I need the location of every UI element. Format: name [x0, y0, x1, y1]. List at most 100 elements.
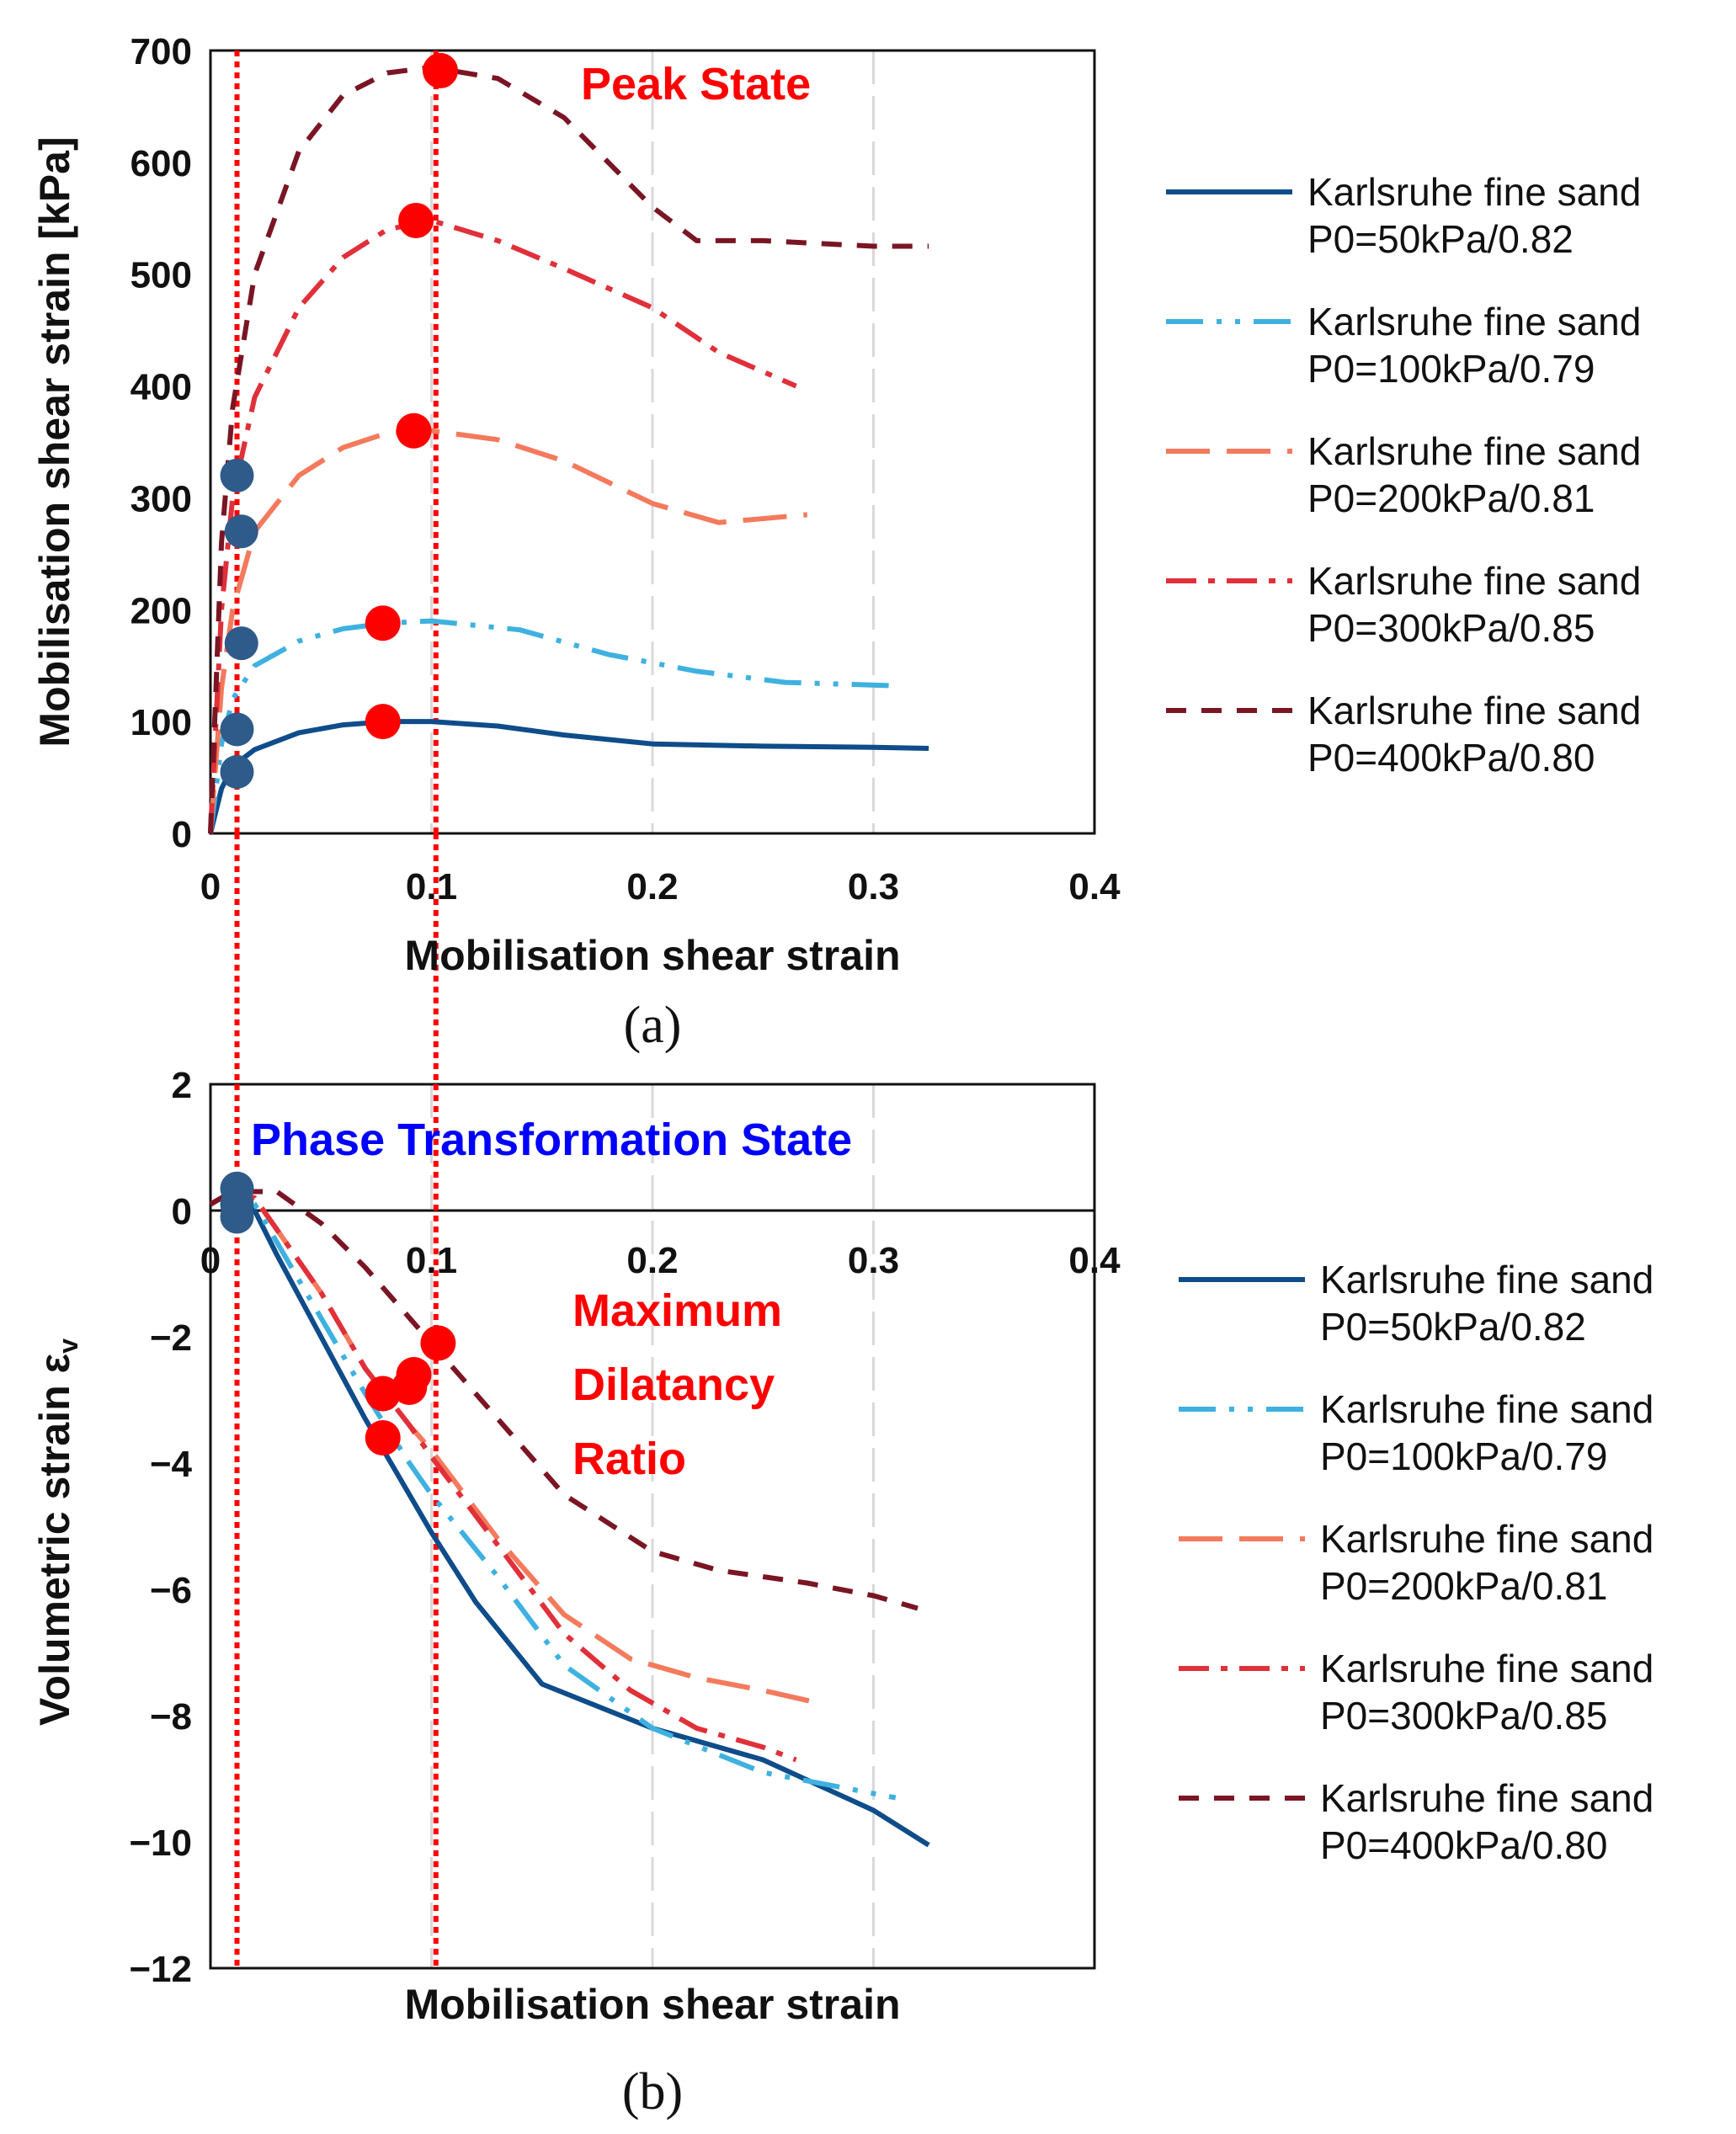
chart-a-xtick-label: 0.1	[406, 866, 457, 907]
chart-b-legend-label-line1: Karlsruhe fine sand	[1320, 1776, 1653, 1820]
chart-b-plot-frame	[209, 1083, 1096, 1970]
chart-a-ylabel: Mobilisation shear strain [kPa]	[31, 136, 78, 747]
chart-a-ytick-label: 0	[172, 814, 192, 855]
chart-a-peak-point	[398, 202, 434, 238]
chart-b-ytick-label: −4	[150, 1444, 193, 1485]
chart-b-legend-label-line1: Karlsruhe fine sand	[1320, 1517, 1653, 1561]
chart-b-mdr-point	[420, 1325, 456, 1361]
chart-b-annotation-mdr-line3: Ratio	[572, 1434, 686, 1484]
chart-b-annotation-phase-transformation: Phase Transformation State	[251, 1115, 852, 1165]
chart-a-phase-point	[220, 458, 254, 492]
chart-a-xtick-label: 0	[200, 866, 221, 907]
chart-a-series-line-3	[208, 428, 808, 834]
chart-a-xlabel: Mobilisation shear strain	[404, 932, 900, 979]
chart-a-legend-label-line1: Karlsruhe fine sand	[1307, 429, 1641, 473]
chart-b-series-line-2	[209, 1189, 897, 1801]
chart-b-series-line-5	[209, 1189, 919, 1611]
panel-a: 0 0.1 0.2 0.3 0.4 0 100 200 300 400 500 600 700 Peak…	[31, 31, 1641, 1084]
chart-a-legend-label-line1: Karlsruhe fine sand	[1307, 300, 1641, 343]
chart-a-series-line-4	[208, 217, 797, 834]
chart-b-series	[209, 1189, 930, 1848]
chart-b-ytick-label: −2	[150, 1317, 192, 1359]
chart-b-legend-label-line2: P0=300kPa/0.85	[1320, 1694, 1607, 1738]
chart-a-phase-point	[220, 712, 254, 747]
chart-b-xtick-label: 0.4	[1068, 1240, 1121, 1281]
chart-a-series	[208, 64, 929, 834]
chart-b-xtick-label: 0.2	[626, 1240, 678, 1281]
chart-b-mdr-point	[365, 1376, 401, 1412]
chart-b-legend-label-line1: Karlsruhe fine sand	[1320, 1258, 1653, 1301]
chart-a-legend-label-line2: P0=300kPa/0.85	[1307, 606, 1595, 650]
chart-a-guide-lines	[234, 51, 439, 1084]
chart-b-markers	[220, 1171, 456, 1455]
panel-b: 0 0.1 0.2 0.3 0.420−2−4−6−8−10−12 Phase Tran…	[31, 1065, 1653, 2121]
chart-b-legend-label-line2: P0=400kPa/0.80	[1320, 1823, 1607, 1867]
chart-a-legend-label-line2: P0=100kPa/0.79	[1307, 347, 1595, 391]
chart-a-phase-point	[224, 514, 258, 549]
chart-b-legend-label-line2: P0=200kPa/0.81	[1320, 1564, 1607, 1608]
chart-b-legend: Karlsruhe fine sandP0=50kPa/0.82Karlsruh…	[1179, 1258, 1653, 1867]
chart-b-ytick-label: −12	[129, 1949, 192, 1990]
chart-a-caption: (a)	[624, 997, 682, 1054]
chart-a-peak-point	[396, 412, 432, 449]
chart-b-series-line-3	[209, 1189, 819, 1706]
chart-b-legend-label-line1: Karlsruhe fine sand	[1320, 1387, 1653, 1431]
chart-b-ytick-label: 2	[172, 1065, 192, 1106]
chart-b-annotation-mdr-line1: Maximum	[572, 1285, 782, 1336]
chart-b-xtick-label: 0	[200, 1240, 221, 1281]
chart-a-ticks: 0 0.1 0.2 0.3 0.4 0 100 200 300 400 500 600 700	[130, 31, 1121, 907]
chart-b-xlabel: Mobilisation shear strain	[404, 1981, 900, 2028]
chart-b-legend-label-line1: Karlsruhe fine sand	[1320, 1647, 1653, 1690]
chart-a-peak-point	[423, 52, 458, 88]
chart-b-ytick-label: −10	[129, 1823, 192, 1864]
chart-a-xtick-label: 0.2	[626, 866, 678, 907]
chart-a-ytick-label: 700	[130, 31, 192, 72]
chart-a-peak-point	[365, 704, 401, 740]
chart-b-ytick-label: −6	[150, 1570, 192, 1611]
chart-a-xtick-label: 0.4	[1068, 866, 1121, 907]
chart-a-legend-label-line2: P0=50kPa/0.82	[1307, 217, 1574, 261]
chart-b-ylabel-main: Volumetric strain ε	[31, 1354, 78, 1726]
chart-b-caption: (b)	[622, 2063, 683, 2121]
chart-a-phase-point	[224, 626, 258, 661]
chart-a-ytick-label: 400	[130, 367, 192, 408]
chart-a-peak-point	[365, 605, 401, 641]
chart-a-legend: Karlsruhe fine sandP0=50kPa/0.82Karlsruh…	[1166, 170, 1641, 780]
chart-a-ytick-label: 500	[130, 255, 192, 296]
chart-a-legend-label-line2: P0=400kPa/0.80	[1307, 736, 1595, 780]
chart-b-xtick-label: 0.3	[848, 1240, 899, 1281]
chart-b-grid	[430, 1084, 875, 1968]
chart-b-mdr-point	[396, 1357, 432, 1392]
chart-b-series-line-4	[209, 1189, 797, 1763]
chart-a-ytick-label: 100	[130, 702, 192, 743]
chart-b-phase-point	[220, 1200, 254, 1234]
chart-a-markers	[220, 52, 458, 789]
chart-b-annotation-mdr-line2: Dilatancy	[572, 1360, 775, 1410]
chart-a-ytick-label: 600	[130, 143, 192, 184]
chart-b-ylabel-sub: v	[53, 1338, 83, 1354]
chart-b-ytick-label: −8	[150, 1696, 192, 1738]
chart-b-mdr-point	[365, 1420, 401, 1455]
chart-b-xtick-label: 0.1	[406, 1240, 457, 1281]
chart-a-series-line-5	[208, 64, 929, 834]
chart-a-legend-label-line1: Karlsruhe fine sand	[1307, 689, 1641, 732]
chart-a-series-line-2	[208, 618, 896, 834]
chart-a-legend-label-line1: Karlsruhe fine sand	[1307, 170, 1641, 214]
chart-b-legend-label-line2: P0=100kPa/0.79	[1320, 1434, 1607, 1478]
chart-a-series-line-1	[208, 719, 929, 834]
chart-a-plot-frame	[209, 49, 1096, 835]
chart-b-legend-label-line2: P0=50kPa/0.82	[1320, 1305, 1586, 1349]
chart-b-series-line-1	[209, 1189, 930, 1848]
chart-a-ytick-label: 300	[130, 478, 192, 519]
chart-a-grid	[430, 51, 875, 833]
chart-b-ylabel: Volumetric strain εv	[31, 1338, 83, 1726]
chart-b-ytick-label: 0	[172, 1191, 192, 1232]
chart-a-phase-point	[220, 754, 254, 789]
chart-a-ytick-label: 200	[130, 590, 192, 631]
chart-a-annotation-peak-state: Peak State	[581, 59, 811, 109]
chart-b-ticks: 0 0.1 0.2 0.3 0.420−2−4−6−8−10−12	[129, 1065, 1121, 1990]
chart-a-xtick-label: 0.3	[848, 866, 899, 907]
chart-a-legend-label-line2: P0=200kPa/0.81	[1307, 476, 1595, 520]
chart-a-legend-label-line1: Karlsruhe fine sand	[1307, 559, 1641, 603]
